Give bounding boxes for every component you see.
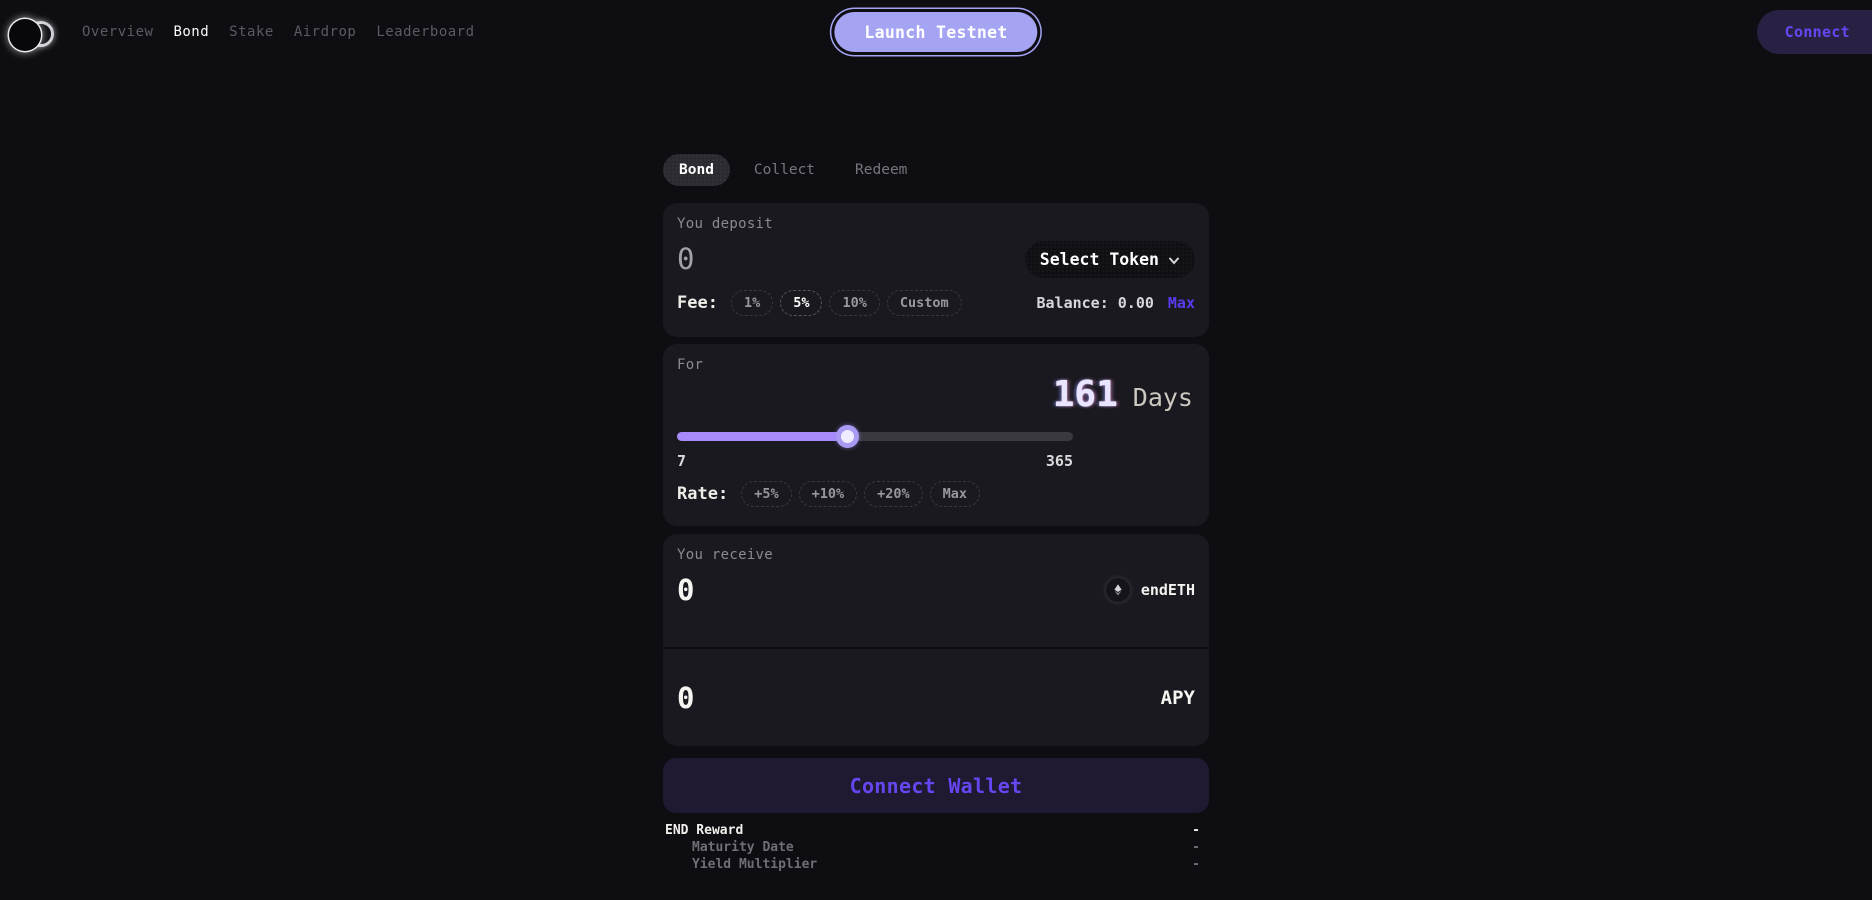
days-unit: Days [1132, 383, 1193, 412]
slider-min-label: 7 [677, 452, 687, 470]
nav-links: Overview Bond Stake Airdrop Leaderboard [82, 24, 475, 40]
deposit-amount-input[interactable]: 0 [677, 242, 695, 276]
nav-overview[interactable]: Overview [82, 24, 154, 40]
maturity-date-value: - [1192, 840, 1200, 855]
fee-option-10pct[interactable]: 10% [829, 290, 880, 316]
yield-multiplier-value: - [1192, 857, 1200, 872]
receive-label: You receive [677, 547, 774, 563]
nav-leaderboard[interactable]: Leaderboard [376, 24, 475, 40]
summary-row-end-reward: END Reward - [665, 822, 1200, 839]
tab-bond[interactable]: Bond [663, 154, 730, 186]
deposit-label: You deposit [677, 216, 774, 232]
end-reward-value: - [1192, 823, 1200, 838]
duration-label: For [677, 357, 704, 373]
launch-testnet-button[interactable]: Launch Testnet [834, 12, 1038, 52]
duration-card: For 161 Days 7 365 Rate: +5% +10% +20% M… [663, 344, 1209, 526]
yield-multiplier-label: Yield Multiplier [692, 857, 818, 872]
nav-stake[interactable]: Stake [229, 24, 274, 40]
fee-option-custom[interactable]: Custom [886, 290, 962, 316]
connect-button[interactable]: Connect [1756, 10, 1872, 54]
fee-label: Fee: [677, 293, 718, 313]
rate-option-20pct[interactable]: +20% [864, 481, 923, 507]
select-token-button[interactable]: Select Token [1024, 240, 1195, 278]
deposit-card: You deposit 0 Select Token Fee: 1% 5% 10… [663, 203, 1209, 337]
receive-token: endETH [1104, 577, 1195, 603]
maturity-date-label: Maturity Date [692, 840, 794, 855]
receive-token-label: endETH [1140, 581, 1195, 599]
rate-option-max[interactable]: Max [929, 481, 980, 507]
fee-option-5pct[interactable]: 5% [780, 290, 823, 316]
balance-label: Balance: 0.00 [1036, 294, 1154, 312]
receive-amount: 0 [677, 573, 695, 607]
tab-collect[interactable]: Collect [738, 154, 831, 186]
rate-option-5pct[interactable]: +5% [741, 481, 792, 507]
end-reward-label: END Reward [665, 823, 744, 838]
top-nav: Overview Bond Stake Airdrop Leaderboard … [0, 0, 1872, 64]
summary-row-maturity-date: Maturity Date - [665, 839, 1200, 856]
slider-max-label: 365 [1045, 452, 1073, 470]
slider-thumb[interactable] [836, 425, 860, 448]
bond-tabs: Bond Collect Redeem [663, 152, 1209, 188]
bond-panel: Bond Collect Redeem You deposit 0 Select… [663, 152, 1209, 873]
rate-label: Rate: [677, 484, 729, 504]
chevron-down-icon [1168, 250, 1180, 269]
bond-summary: END Reward - Maturity Date - Yield Multi… [663, 822, 1209, 873]
select-token-label: Select Token [1039, 249, 1159, 269]
slider-track[interactable] [677, 432, 1073, 441]
duration-slider[interactable] [677, 424, 1073, 448]
card-divider [663, 647, 1209, 649]
apy-value: 0 [677, 680, 695, 715]
rate-option-10pct[interactable]: +10% [798, 481, 858, 507]
app-logo[interactable] [6, 9, 58, 55]
connect-wallet-button[interactable]: Connect Wallet [663, 758, 1209, 813]
endeth-token-icon [1104, 577, 1131, 603]
max-button[interactable]: Max [1167, 294, 1195, 312]
fee-option-1pct[interactable]: 1% [730, 290, 774, 316]
nav-airdrop[interactable]: Airdrop [293, 24, 357, 40]
apy-label: APY [1160, 686, 1195, 709]
logo-eclipse-icon [9, 19, 41, 51]
days-value: 161 [1052, 374, 1118, 415]
tab-redeem[interactable]: Redeem [839, 154, 923, 186]
slider-fill [677, 432, 848, 441]
receive-card: You receive 0 endETH 0 APY [663, 534, 1209, 746]
nav-bond[interactable]: Bond [173, 24, 210, 40]
summary-row-yield-multiplier: Yield Multiplier - [665, 856, 1200, 873]
